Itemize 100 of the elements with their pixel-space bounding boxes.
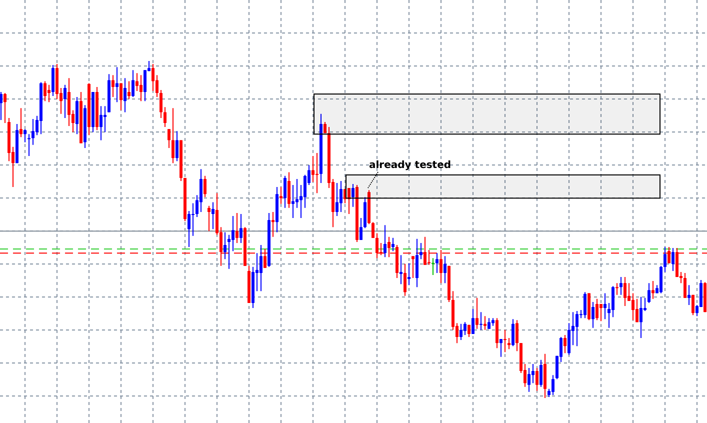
candlestick bbox=[116, 66, 118, 103]
candlestick bbox=[316, 152, 318, 194]
candlestick bbox=[144, 70, 146, 102]
candlestick bbox=[372, 222, 374, 238]
candlestick bbox=[584, 292, 586, 319]
candlestick bbox=[292, 184, 294, 219]
candlestick bbox=[4, 92, 6, 124]
candlestick bbox=[468, 324, 470, 338]
candlestick bbox=[672, 248, 674, 272]
candlestick bbox=[460, 323, 462, 341]
candlestick bbox=[600, 303, 602, 322]
candlestick bbox=[348, 188, 350, 214]
candlestick bbox=[192, 202, 194, 236]
candlestick bbox=[200, 168, 202, 212]
candlestick bbox=[432, 258, 434, 276]
candlestick bbox=[260, 244, 262, 292]
candlestick bbox=[44, 80, 46, 102]
candlestick bbox=[104, 106, 106, 133]
candlestick bbox=[512, 318, 514, 347]
candlestick bbox=[272, 211, 274, 238]
candlestick bbox=[652, 280, 654, 300]
candlestick bbox=[52, 64, 54, 97]
candlestick bbox=[168, 128, 170, 148]
candlestick bbox=[296, 178, 298, 208]
candlestick bbox=[204, 175, 206, 198]
candlestick bbox=[664, 246, 666, 272]
candlestick bbox=[164, 106, 166, 128]
candlestick bbox=[64, 84, 66, 118]
candlestick bbox=[392, 237, 394, 252]
candlestick bbox=[312, 156, 314, 182]
candlestick bbox=[620, 276, 622, 296]
candlestick bbox=[552, 374, 554, 396]
candlestick bbox=[340, 180, 342, 212]
candlestick bbox=[48, 84, 50, 103]
candlestick bbox=[508, 338, 510, 350]
candlestick bbox=[132, 70, 134, 98]
candlestick bbox=[596, 298, 598, 321]
candlestick bbox=[604, 292, 606, 320]
candlestick bbox=[152, 64, 154, 92]
candlestick bbox=[484, 316, 486, 330]
candlestick bbox=[172, 108, 174, 164]
candlestick bbox=[436, 252, 438, 274]
candlestick bbox=[616, 282, 618, 296]
candlestick bbox=[232, 216, 234, 252]
candlestick bbox=[128, 80, 130, 100]
candlestick bbox=[24, 128, 26, 143]
candlestick bbox=[636, 298, 638, 323]
candlestick bbox=[404, 263, 406, 296]
candlestick bbox=[236, 212, 238, 244]
candlestick bbox=[136, 72, 138, 92]
candlestick bbox=[692, 294, 694, 316]
candlestick bbox=[640, 296, 642, 339]
candlestick bbox=[408, 262, 410, 286]
candlestick bbox=[564, 334, 566, 354]
candlestick bbox=[536, 368, 538, 392]
candlestick bbox=[284, 175, 286, 208]
candlestick bbox=[28, 134, 30, 157]
candlestick bbox=[208, 205, 210, 232]
candlestick bbox=[592, 301, 594, 328]
candlestick bbox=[412, 256, 414, 279]
candlestick bbox=[576, 310, 578, 347]
candlestick bbox=[528, 368, 530, 392]
candlestick bbox=[400, 254, 402, 285]
candlestick bbox=[32, 118, 34, 146]
candlestick bbox=[100, 106, 102, 141]
candlestick bbox=[420, 242, 422, 260]
candlestick bbox=[480, 312, 482, 330]
candlestick bbox=[240, 214, 242, 244]
candlestick bbox=[384, 224, 386, 258]
candlestick bbox=[688, 284, 690, 306]
candlestick bbox=[188, 210, 190, 248]
candlestick bbox=[68, 78, 70, 127]
candlestick bbox=[288, 172, 290, 208]
candlestick bbox=[500, 338, 502, 358]
candlestick bbox=[612, 286, 614, 318]
candlestick bbox=[0, 92, 2, 120]
candlestick bbox=[140, 74, 142, 102]
candlestick bbox=[464, 322, 466, 336]
candlestick bbox=[224, 232, 226, 260]
annotation: already tested bbox=[369, 160, 452, 171]
candlestick bbox=[280, 186, 282, 204]
candlestick bbox=[632, 292, 634, 321]
candlestick bbox=[212, 202, 214, 230]
candlestick bbox=[120, 82, 122, 111]
candlestick bbox=[516, 320, 518, 352]
candlestick bbox=[444, 256, 446, 284]
candlestick bbox=[488, 318, 490, 330]
candlestick bbox=[352, 184, 354, 208]
candlestick bbox=[112, 74, 114, 98]
candlestick bbox=[304, 174, 306, 208]
candlestick bbox=[496, 318, 498, 349]
candlestick bbox=[228, 234, 230, 270]
candlestick bbox=[416, 238, 418, 288]
candlestick bbox=[532, 363, 534, 384]
candlestick bbox=[504, 329, 506, 353]
candlestick bbox=[624, 276, 626, 306]
candlestick bbox=[648, 282, 650, 304]
candlestick bbox=[344, 188, 346, 204]
candlestick bbox=[476, 297, 478, 330]
candlestick bbox=[20, 108, 22, 138]
